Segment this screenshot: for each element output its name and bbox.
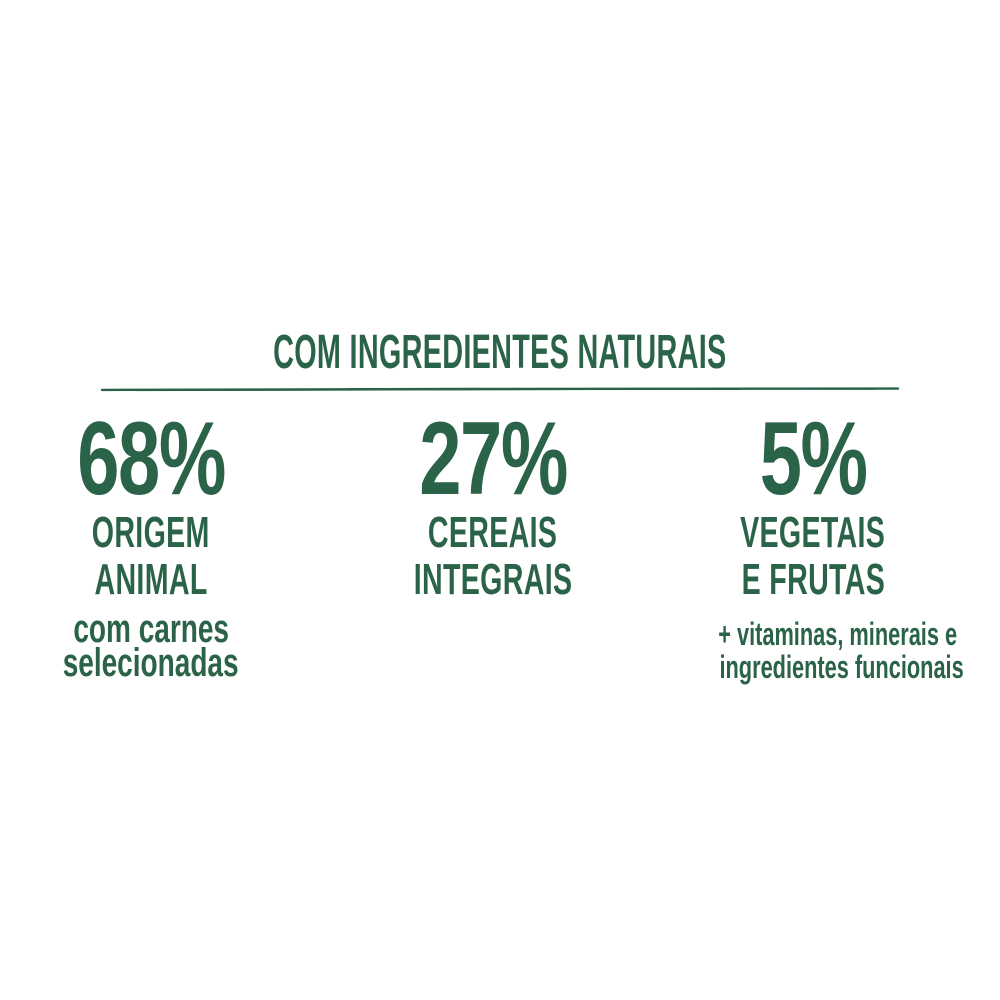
stat-percentage-text: 27%: [419, 401, 568, 517]
stat-cereais-integrais: 27% CEREAIS INTEGRAIS: [342, 407, 644, 603]
stat-label-line: E FRUTAS: [662, 556, 964, 603]
stat-note: com carnes selecionadas: [0, 607, 302, 685]
stat-note-line: ingredientes funcionais: [662, 651, 964, 684]
stat-label-line: ORIGEM: [0, 509, 302, 556]
divider-stroke: [349, 388, 741, 390]
stat-label-line: CEREAIS: [342, 509, 644, 556]
stat-label-line: INTEGRAIS: [342, 556, 644, 603]
page-title: COM INGREDIENTES NATURAIS: [0, 329, 1000, 377]
stat-label-text: VEGETAIS: [740, 508, 886, 557]
stat-note-text: selecionadas: [63, 641, 239, 685]
stat-note-line: com carnes: [0, 607, 302, 651]
stat-note: + vitaminas, minerais e ingredientes fun…: [662, 618, 964, 684]
stat-label-text: ORIGEM: [92, 508, 210, 557]
stat-label-text: E FRUTAS: [741, 555, 885, 604]
stat-note-text: + vitaminas, minerais e: [718, 616, 958, 652]
stat-percentage: 27%: [342, 407, 644, 511]
stat-label-text: CEREAIS: [428, 508, 558, 557]
stat-label-line: VEGETAIS: [662, 509, 964, 556]
stat-percentage: 68%: [0, 407, 302, 511]
stat-label-line: ANIMAL: [0, 556, 302, 603]
stat-vegetais-frutas: 5% VEGETAIS E FRUTAS + vitaminas, minera…: [662, 407, 964, 684]
stat-note-line: selecionadas: [0, 641, 302, 685]
stat-percentage: 5%: [662, 407, 964, 511]
stat-percentage-text: 68%: [77, 401, 226, 517]
divider-line: [100, 387, 900, 392]
stat-label-text: ANIMAL: [94, 555, 208, 604]
stat-note-text: com carnes: [73, 607, 229, 651]
stat-origem-animal: 68% ORIGEM ANIMAL com carnes selecionada…: [0, 407, 302, 685]
stat-note-line: + vitaminas, minerais e: [662, 618, 964, 651]
page-title-text: COM INGREDIENTES NATURAIS: [273, 326, 727, 379]
stat-percentage-text: 5%: [759, 401, 868, 517]
stat-note-text: ingredientes funcionais: [719, 649, 964, 685]
stat-label-text: INTEGRAIS: [413, 555, 573, 604]
